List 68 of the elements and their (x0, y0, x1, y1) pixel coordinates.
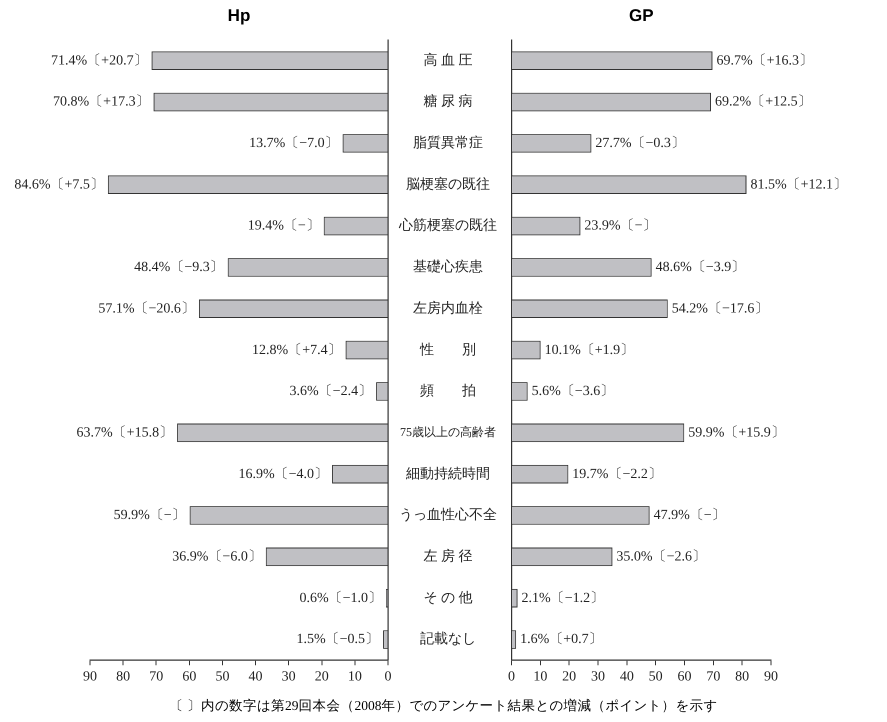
data-label: 84.6%〔+7.5〕 (14, 176, 104, 192)
y-tick-label: 心筋梗塞の既往 (398, 218, 497, 234)
data-label: 16.9%〔−4.0〕 (238, 466, 328, 482)
data-label: 71.4%〔+20.7〕 (51, 52, 148, 68)
data-label: 12.8%〔+7.4〕 (252, 342, 342, 358)
data-label: 19.7%〔−2.2〕 (572, 466, 662, 482)
y-tick-label: 左房内血栓 (413, 300, 483, 316)
data-label: 54.2%〔−17.6〕 (672, 300, 768, 316)
y-tick-label: 75歳以上の高齢者 (400, 424, 496, 439)
y-tick-label: うっ血性心不全 (399, 507, 497, 524)
y-tick-label: 記載なし (420, 631, 476, 648)
x-tick-label: 20 (314, 669, 329, 684)
x-tick-label: 80 (116, 669, 130, 684)
data-label: 3.6%〔−2.4〕 (290, 383, 372, 400)
data-label: 63.7%〔+15.8〕 (76, 424, 174, 440)
y-tick-label: 頻 拍 (420, 383, 476, 400)
data-label: 27.7%〔−0.3〕 (595, 135, 685, 152)
data-label: 59.9%〔−〕 (114, 507, 186, 524)
chart-title: GP (628, 6, 654, 26)
x-tick-label: 20 (562, 669, 576, 684)
text: 〔 〕内の数字は第29回本会（2008年）でのアンケート結果との増減（ポイント）を示す (168, 697, 718, 715)
data-label: 48.4%〔−9.3〕 (134, 259, 224, 276)
x-tick-label: 40 (248, 669, 263, 684)
y-tick-label: 糖 尿 病 (424, 94, 472, 110)
x-tick-label: 10 (348, 669, 362, 684)
data-label: 57.1%〔−20.6〕 (98, 300, 195, 316)
x-tick-label: 0 (508, 669, 515, 684)
data-label: 1.6%〔+0.7〕 (520, 631, 603, 648)
data-label: 0.6%〔−1.0〕 (299, 590, 382, 606)
data-label: 69.7%〔+16.3〕 (716, 52, 814, 68)
y-tick-label: 高 血 圧 (424, 52, 472, 68)
x-tick-label: 50 (648, 669, 663, 684)
data-label: 70.8%〔+17.3〕 (53, 94, 150, 110)
x-tick-label: 60 (182, 669, 196, 684)
data-label: 2.1%〔−1.2〕 (522, 590, 604, 606)
data-label: 36.9%〔−6.0〕 (172, 548, 262, 565)
y-tick-label: 脳梗塞の既往 (406, 176, 490, 192)
data-label: 69.2%〔+12.5〕 (715, 94, 812, 110)
data-label: 1.5%〔−0.5〕 (296, 631, 380, 648)
data-label: 5.6%〔−3.6〕 (532, 383, 614, 400)
y-tick-label: そ の 他 (424, 590, 472, 606)
x-tick-label: 30 (591, 669, 605, 684)
data-label: 19.4%〔−〕 (248, 218, 320, 234)
y-tick-label: 性 別 (419, 342, 476, 358)
y-tick-label: 脂質異常症 (413, 135, 483, 152)
y-tick-label: 細動持続時間 (405, 466, 490, 482)
y-tick-label: 左 房 径 (424, 548, 472, 565)
x-tick-label: 0 (384, 669, 392, 684)
data-label: 13.7%〔−7.0〕 (249, 135, 339, 152)
x-tick-label: 60 (678, 669, 692, 684)
data-label: 35.0%〔−2.6〕 (616, 548, 706, 565)
x-tick-label: 70 (706, 669, 720, 684)
x-tick-label: 90 (764, 669, 778, 684)
chart-title: Hp (228, 6, 250, 26)
data-label: 81.5%〔+12.1〕 (750, 176, 848, 192)
x-tick-label: 80 (735, 669, 750, 684)
data-label: 23.9%〔−〕 (584, 218, 656, 234)
x-tick-label: 70 (149, 669, 164, 684)
x-tick-label: 90 (83, 669, 97, 684)
x-tick-label: 10 (533, 669, 548, 684)
data-label: 47.9%〔−〕 (654, 507, 726, 524)
x-tick-label: 50 (215, 669, 230, 684)
y-tick-label: 基礎心疾患 (413, 259, 483, 276)
x-tick-label: 30 (282, 669, 296, 684)
data-label: 59.9%〔+15.9〕 (688, 424, 785, 440)
x-tick-label: 40 (620, 669, 634, 684)
data-label: 48.6%〔−3.9〕 (656, 259, 746, 276)
data-label: 10.1%〔+1.9〕 (544, 342, 634, 358)
